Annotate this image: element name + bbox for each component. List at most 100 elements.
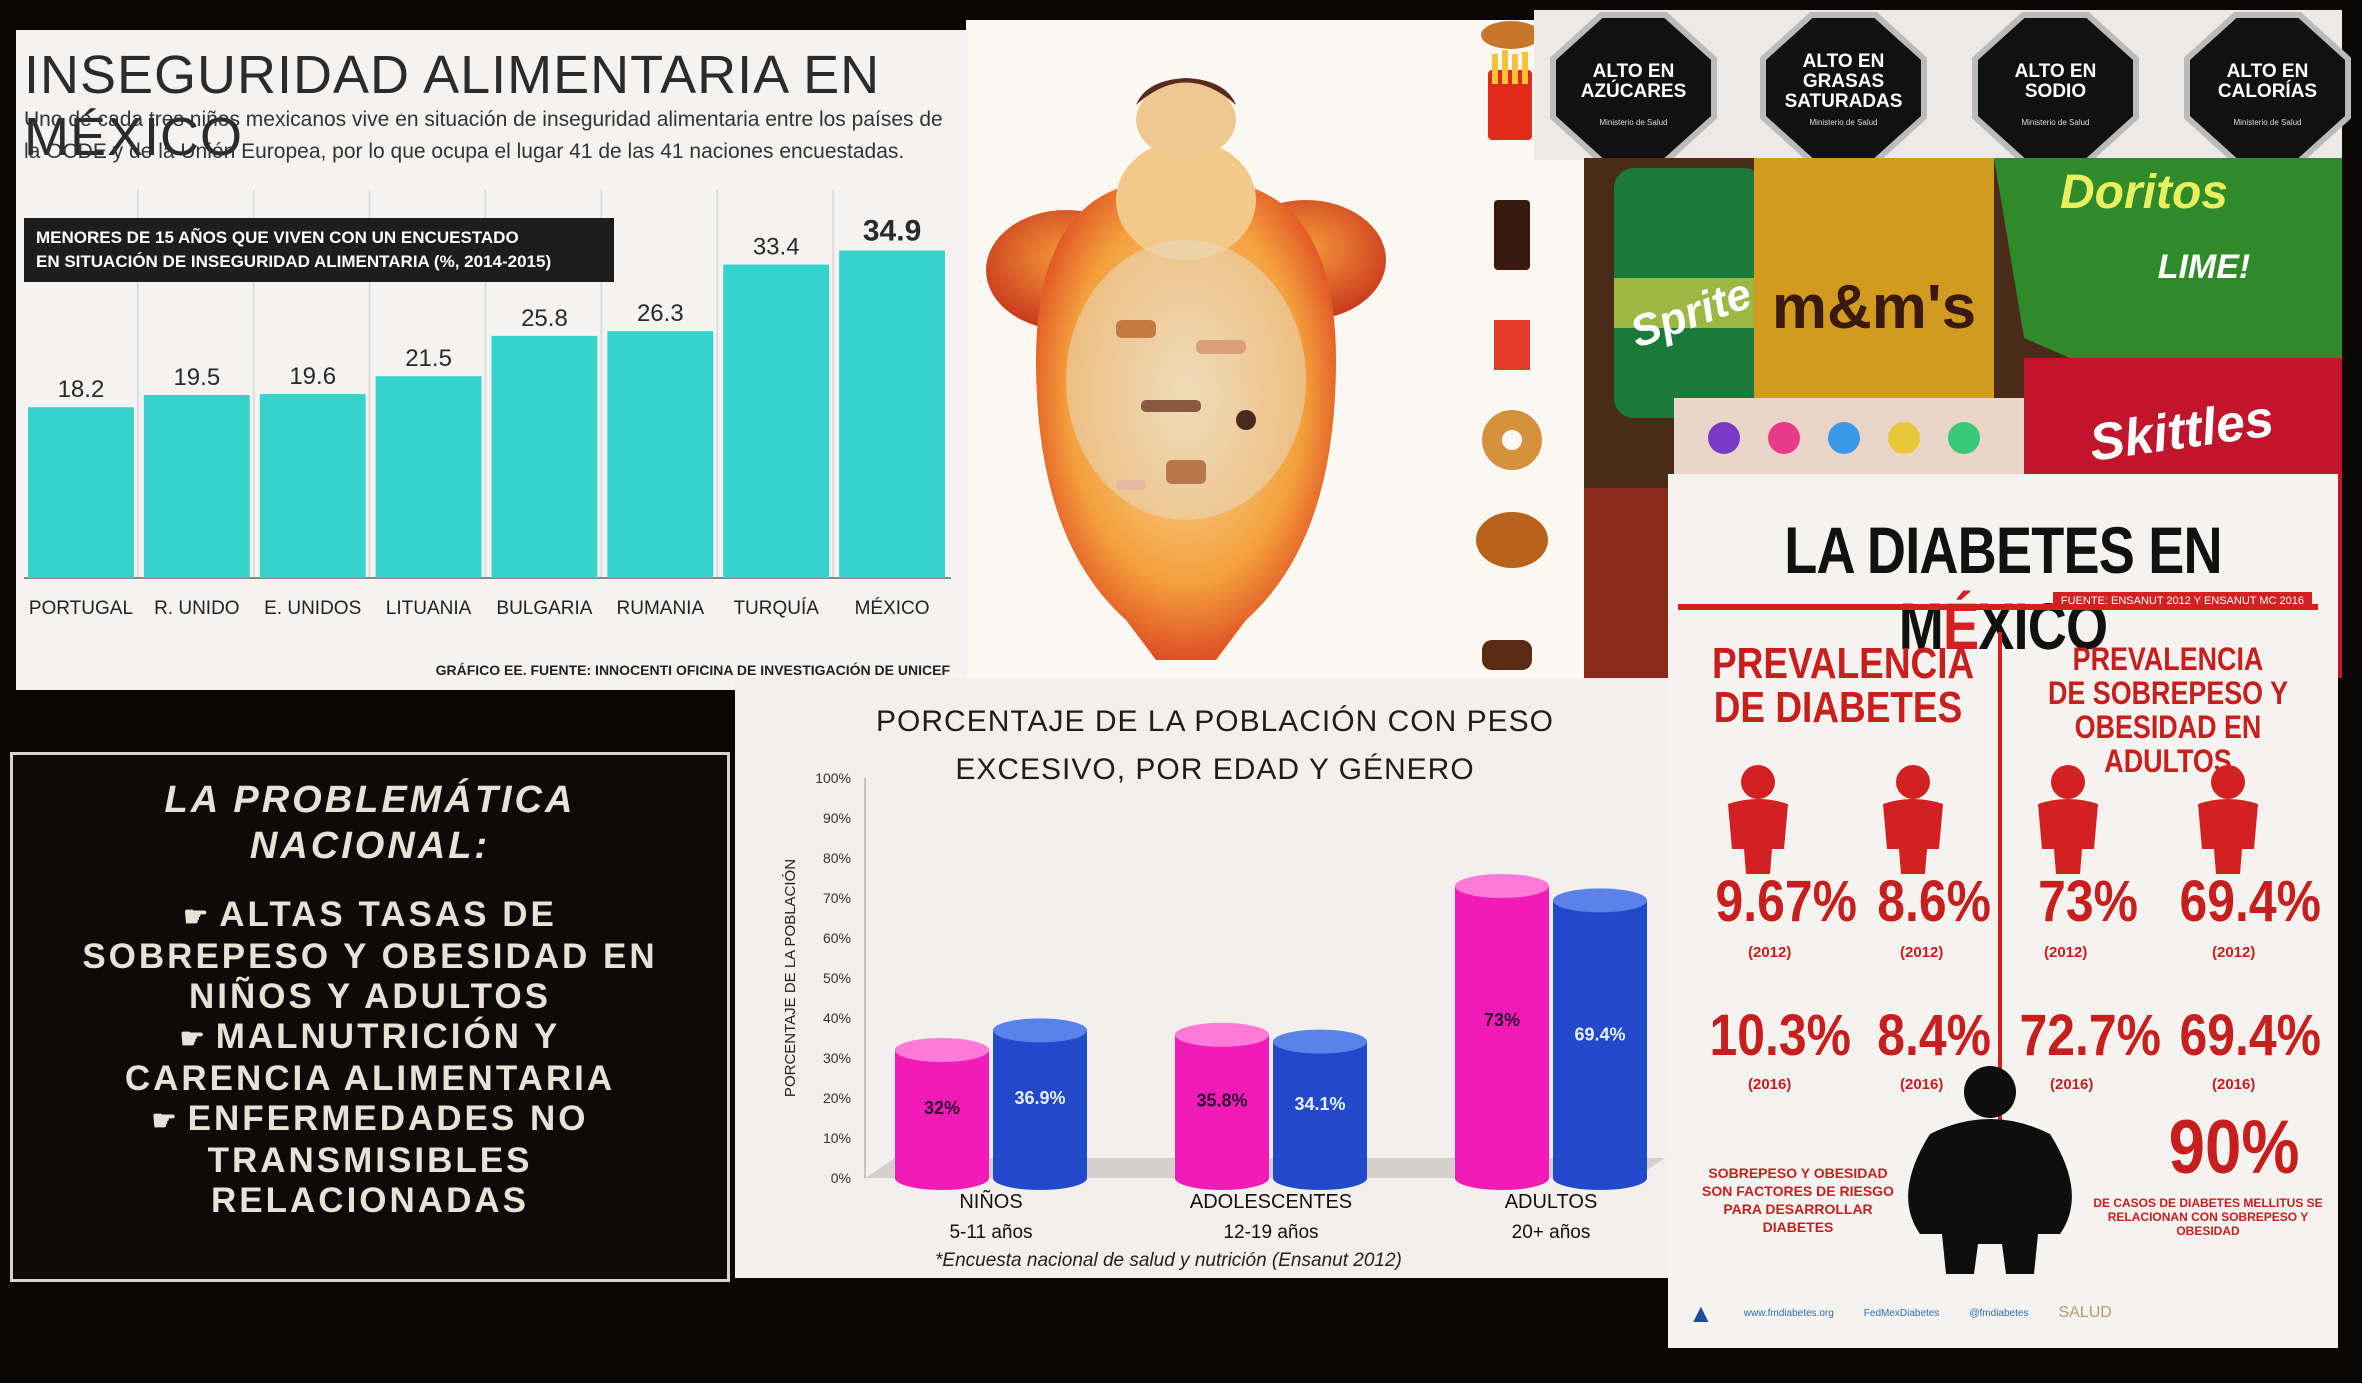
year-label: (2012) — [1748, 944, 1792, 961]
food-insecurity-panel: 18.2 PORTUGAL 19.5 R. UNIDO 19.6 E. UNIDOS 21.… — [16, 30, 966, 690]
obese-figure-panel — [966, 20, 1586, 680]
category-label: ADULTOS — [1505, 1191, 1598, 1213]
octagon-label-sub: Ministerio de Salud — [1599, 118, 1668, 127]
cylinder-base — [1273, 1166, 1367, 1190]
octagon-label-sugars: ALTO EN AZÚCARES Ministerio de Salud — [1550, 12, 1717, 164]
category-label: MÉXICO — [855, 598, 930, 619]
diabetes-footer: ▲ www.fmdiabetes.org FedMexDiabetes @fmd… — [1688, 1288, 2318, 1338]
diabetes-title-rule — [1678, 604, 2318, 610]
bar — [143, 395, 250, 578]
obese-figure-illustration — [986, 21, 1548, 670]
twitter-link[interactable]: @fmdiabetes — [1969, 1307, 2029, 1319]
cylinder-top — [1455, 874, 1549, 898]
woman-icon — [1728, 765, 1788, 874]
triangle-logo-icon: ▲ — [1688, 1297, 1714, 1328]
overweight-prevalence-heading: PREVALENCIA DE SOBREPESO Y OBESIDAD EN A… — [2025, 642, 2311, 778]
category-label: TURQUÍA — [733, 598, 819, 619]
excess-weight-title-line: PORCENTAJE DE LA POBLACIÓN CON PESO — [876, 705, 1554, 738]
category-sublabel: 12-19 años — [1223, 1222, 1318, 1243]
problem-item-line: TRANSMISIBLES — [207, 1141, 533, 1180]
doritos-logo: Doritos — [2060, 166, 2228, 219]
diabetes-figures — [1728, 765, 2258, 1274]
cylinder-bar — [895, 1050, 989, 1178]
doritos-bag: Doritos LIME! — [1994, 158, 2342, 408]
bar-value-label: 34.9 — [863, 214, 921, 247]
diabetes-women-2012: 9.67% — [1715, 869, 1857, 934]
obese-silhouette-icon — [1908, 1066, 2072, 1274]
cylinder-top — [1273, 1029, 1367, 1054]
octagon-label-calories: ALTO EN CALORÍAS Ministerio de Salud — [2184, 12, 2351, 164]
year-label: (2016) — [1900, 1076, 1944, 1093]
diabetes-relation-note: DE CASOS DE DIABETES MELLITUS SE RELACIO… — [2093, 1196, 2323, 1238]
cylinder-bar — [1455, 886, 1549, 1178]
excess-weight-panel: 0% 10% 20% 30% 40% 50% 60% 70% 80% 90% 100% PORCENT… — [735, 678, 1695, 1278]
bar — [491, 335, 598, 578]
bar — [259, 394, 366, 578]
cylinder-top — [993, 1018, 1087, 1043]
octagon-label-sub: Ministerio de Salud — [1809, 118, 1878, 127]
problem-item-overweight: ☛ ALTAS TASAS DE SOBREPESO Y OBESIDAD EN … — [13, 895, 727, 1017]
octagon-label-sub: Ministerio de Salud — [2021, 118, 2090, 127]
problem-item-line: ENFERMEDADES NO — [187, 1099, 589, 1138]
diabetes-panel: LA DIABETES EN MÉXICO FUENTE: ENSANUT 20… — [1668, 474, 2338, 1348]
cylinder-bar — [1175, 1034, 1269, 1178]
octagon-label-sub: Ministerio de Salud — [2233, 118, 2302, 127]
mms-logo: m&m's — [1772, 273, 1976, 342]
bar-value-label: 19.5 — [173, 364, 220, 391]
overweight-men-2012: 69.4% — [2179, 869, 2321, 934]
problem-item-line: ALTAS TASAS DE — [219, 895, 557, 934]
bar-value-label: 18.2 — [58, 376, 105, 403]
category-label: LITUANIA — [386, 598, 472, 619]
heading-line: PREVALENCIA — [2072, 641, 2264, 677]
excess-weight-title: PORCENTAJE DE LA POBLACIÓN CON PESO EXCE… — [735, 698, 1695, 794]
bar-value-label: 26.3 — [637, 300, 684, 327]
y-tick-label: 20% — [823, 1090, 851, 1106]
octagon-label-line: ALTO EN — [1802, 51, 1885, 72]
octagon-label-sodium: ALTO EN SODIO Ministerio de Salud — [1972, 12, 2139, 164]
octagon-label-line: SATURADAS — [1784, 91, 1903, 112]
website-link[interactable]: www.fmdiabetes.org — [1743, 1307, 1834, 1319]
category-sublabel: 20+ años — [1512, 1222, 1591, 1243]
heading-line: OBESIDAD EN ADULTOS — [2074, 709, 2262, 779]
excess-weight-chart: 0% 10% 20% 30% 40% 50% 60% 70% 80% 90% 100% PORCENT… — [782, 770, 1665, 1243]
national-problem-list: ☛ ALTAS TASAS DE SOBREPESO Y OBESIDAD EN … — [13, 895, 727, 1221]
data-label: 69.4% — [1574, 1024, 1625, 1044]
problem-item-line: RELACIONADAS — [211, 1181, 529, 1220]
problem-item-line: NIÑOS Y ADULTOS — [189, 977, 551, 1016]
category-sublabel: 5-11 años — [949, 1222, 1032, 1243]
diabetes-column-divider — [1998, 632, 2002, 1132]
data-label: 73% — [1484, 1010, 1520, 1030]
bar-value-label: 25.8 — [521, 305, 568, 332]
category-label: E. UNIDOS — [264, 598, 361, 619]
diabetes-women-2016: 10.3% — [1709, 1003, 1851, 1068]
data-label: 35.8% — [1196, 1090, 1247, 1110]
cylinder-top — [895, 1038, 989, 1062]
diabetes-big-value: 90% — [2168, 1105, 2300, 1190]
food-insecurity-source: GRÁFICO EE. FUENTE: INNOCENTI OFICINA DE… — [435, 662, 950, 678]
bar-value-label: 21.5 — [405, 345, 452, 372]
mms-bag: m&m's — [1754, 158, 1994, 398]
heading-line: PREVALENCIA — [1712, 639, 1975, 688]
overweight-men-2016: 69.4% — [2179, 1003, 2321, 1068]
year-label: (2016) — [1748, 1076, 1792, 1093]
lime-label: LIME! — [2158, 248, 2251, 286]
octagon-label-line: ALTO EN — [1592, 61, 1675, 82]
facebook-link[interactable]: FedMexDiabetes — [1863, 1307, 1940, 1319]
food-insecurity-chart: 18.2 PORTUGAL 19.5 R. UNIDO 19.6 E. UNIDOS 21.… — [24, 190, 951, 619]
diabetes-men-2016: 8.4% — [1877, 1003, 1991, 1068]
sprite-can: Sprite — [1614, 168, 1764, 418]
octagon-label-line: ALTO EN — [2014, 61, 2097, 82]
category-label: NIÑOS — [959, 1189, 1022, 1213]
cylinder-base — [895, 1166, 989, 1190]
problem-item-line: MALNUTRICIÓN Y — [215, 1017, 561, 1056]
excess-weight-source: *Encuesta nacional de salud y nutrición … — [935, 1250, 1402, 1271]
man-icon — [2198, 765, 2258, 874]
overweight-women-2012: 73% — [2038, 869, 2138, 934]
bar-value-label: 19.6 — [289, 363, 336, 390]
caption-line-2: EN SITUACIÓN DE INSEGURIDAD ALIMENTARIA … — [36, 252, 552, 271]
octagon-label-fats: ALTO EN GRASAS SATURADAS Ministerio de Sal… — [1760, 12, 1927, 164]
year-label: (2016) — [2212, 1076, 2256, 1093]
problem-item-malnutrition: ☛ MALNUTRICIÓN Y CARENCIA ALIMENTARIA — [13, 1017, 727, 1099]
y-tick-label: 30% — [823, 1050, 851, 1066]
category-label: RUMANIA — [617, 598, 705, 619]
